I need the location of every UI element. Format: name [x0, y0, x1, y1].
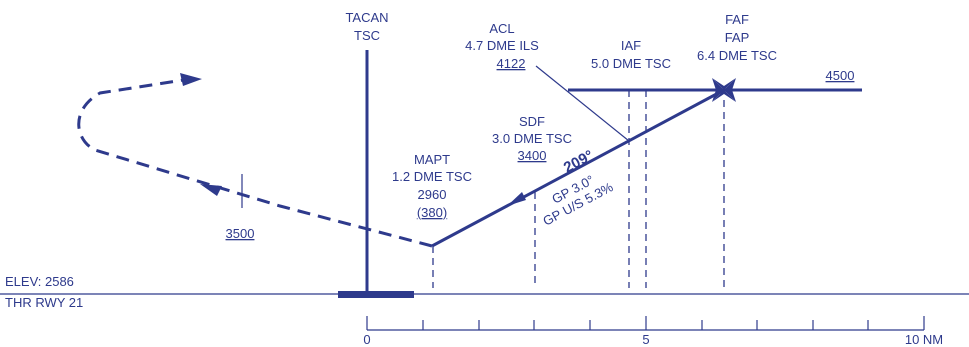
faf-label: FAF [725, 12, 749, 27]
initial-altitude: 4500 [826, 68, 855, 83]
mapt-label: MAPT [414, 152, 450, 167]
fap-label: FAP [725, 30, 750, 45]
elevation-label: ELEV: 2586 [5, 274, 74, 289]
missed-approach-arrowhead-lower [200, 184, 222, 196]
runway-bar [338, 291, 414, 298]
threshold-label: THR RWY 21 [5, 295, 83, 310]
distance-scale [366, 316, 925, 331]
mapt-distance: 1.2 DME TSC [392, 169, 472, 184]
sdf-distance: 3.0 DME TSC [492, 131, 572, 146]
final-course: 209° [561, 147, 596, 177]
missed-approach-arrowhead-upper [180, 73, 202, 86]
sdf-label: SDF [519, 114, 545, 129]
acl-label: ACL [489, 21, 514, 36]
missed-altitude: 3500 [226, 226, 255, 241]
descent-path [431, 88, 725, 248]
scale-five: 5 [642, 332, 649, 347]
scale-zero: 0 [363, 332, 370, 347]
descent-arrowhead [507, 192, 526, 206]
mapt-altitude: 2960 [418, 187, 447, 202]
scale-ten: 10 NM [905, 332, 943, 347]
missed-approach-path [77, 77, 433, 248]
iaf-label: IAF [621, 38, 641, 53]
sdf-altitude: 3400 [518, 148, 547, 163]
tacan-label: TACAN [345, 10, 388, 25]
acl-distance: 4.7 DME ILS [465, 38, 539, 53]
acl-altitude: 4122 [497, 56, 526, 71]
faf-maltese-cross-icon [712, 78, 736, 102]
tacan-sublabel: TSC [354, 28, 380, 43]
acl-leader [535, 65, 630, 142]
iaf-distance: 5.0 DME TSC [591, 56, 671, 71]
mapt-height: (380) [417, 205, 447, 220]
faf-distance: 6.4 DME TSC [697, 48, 777, 63]
